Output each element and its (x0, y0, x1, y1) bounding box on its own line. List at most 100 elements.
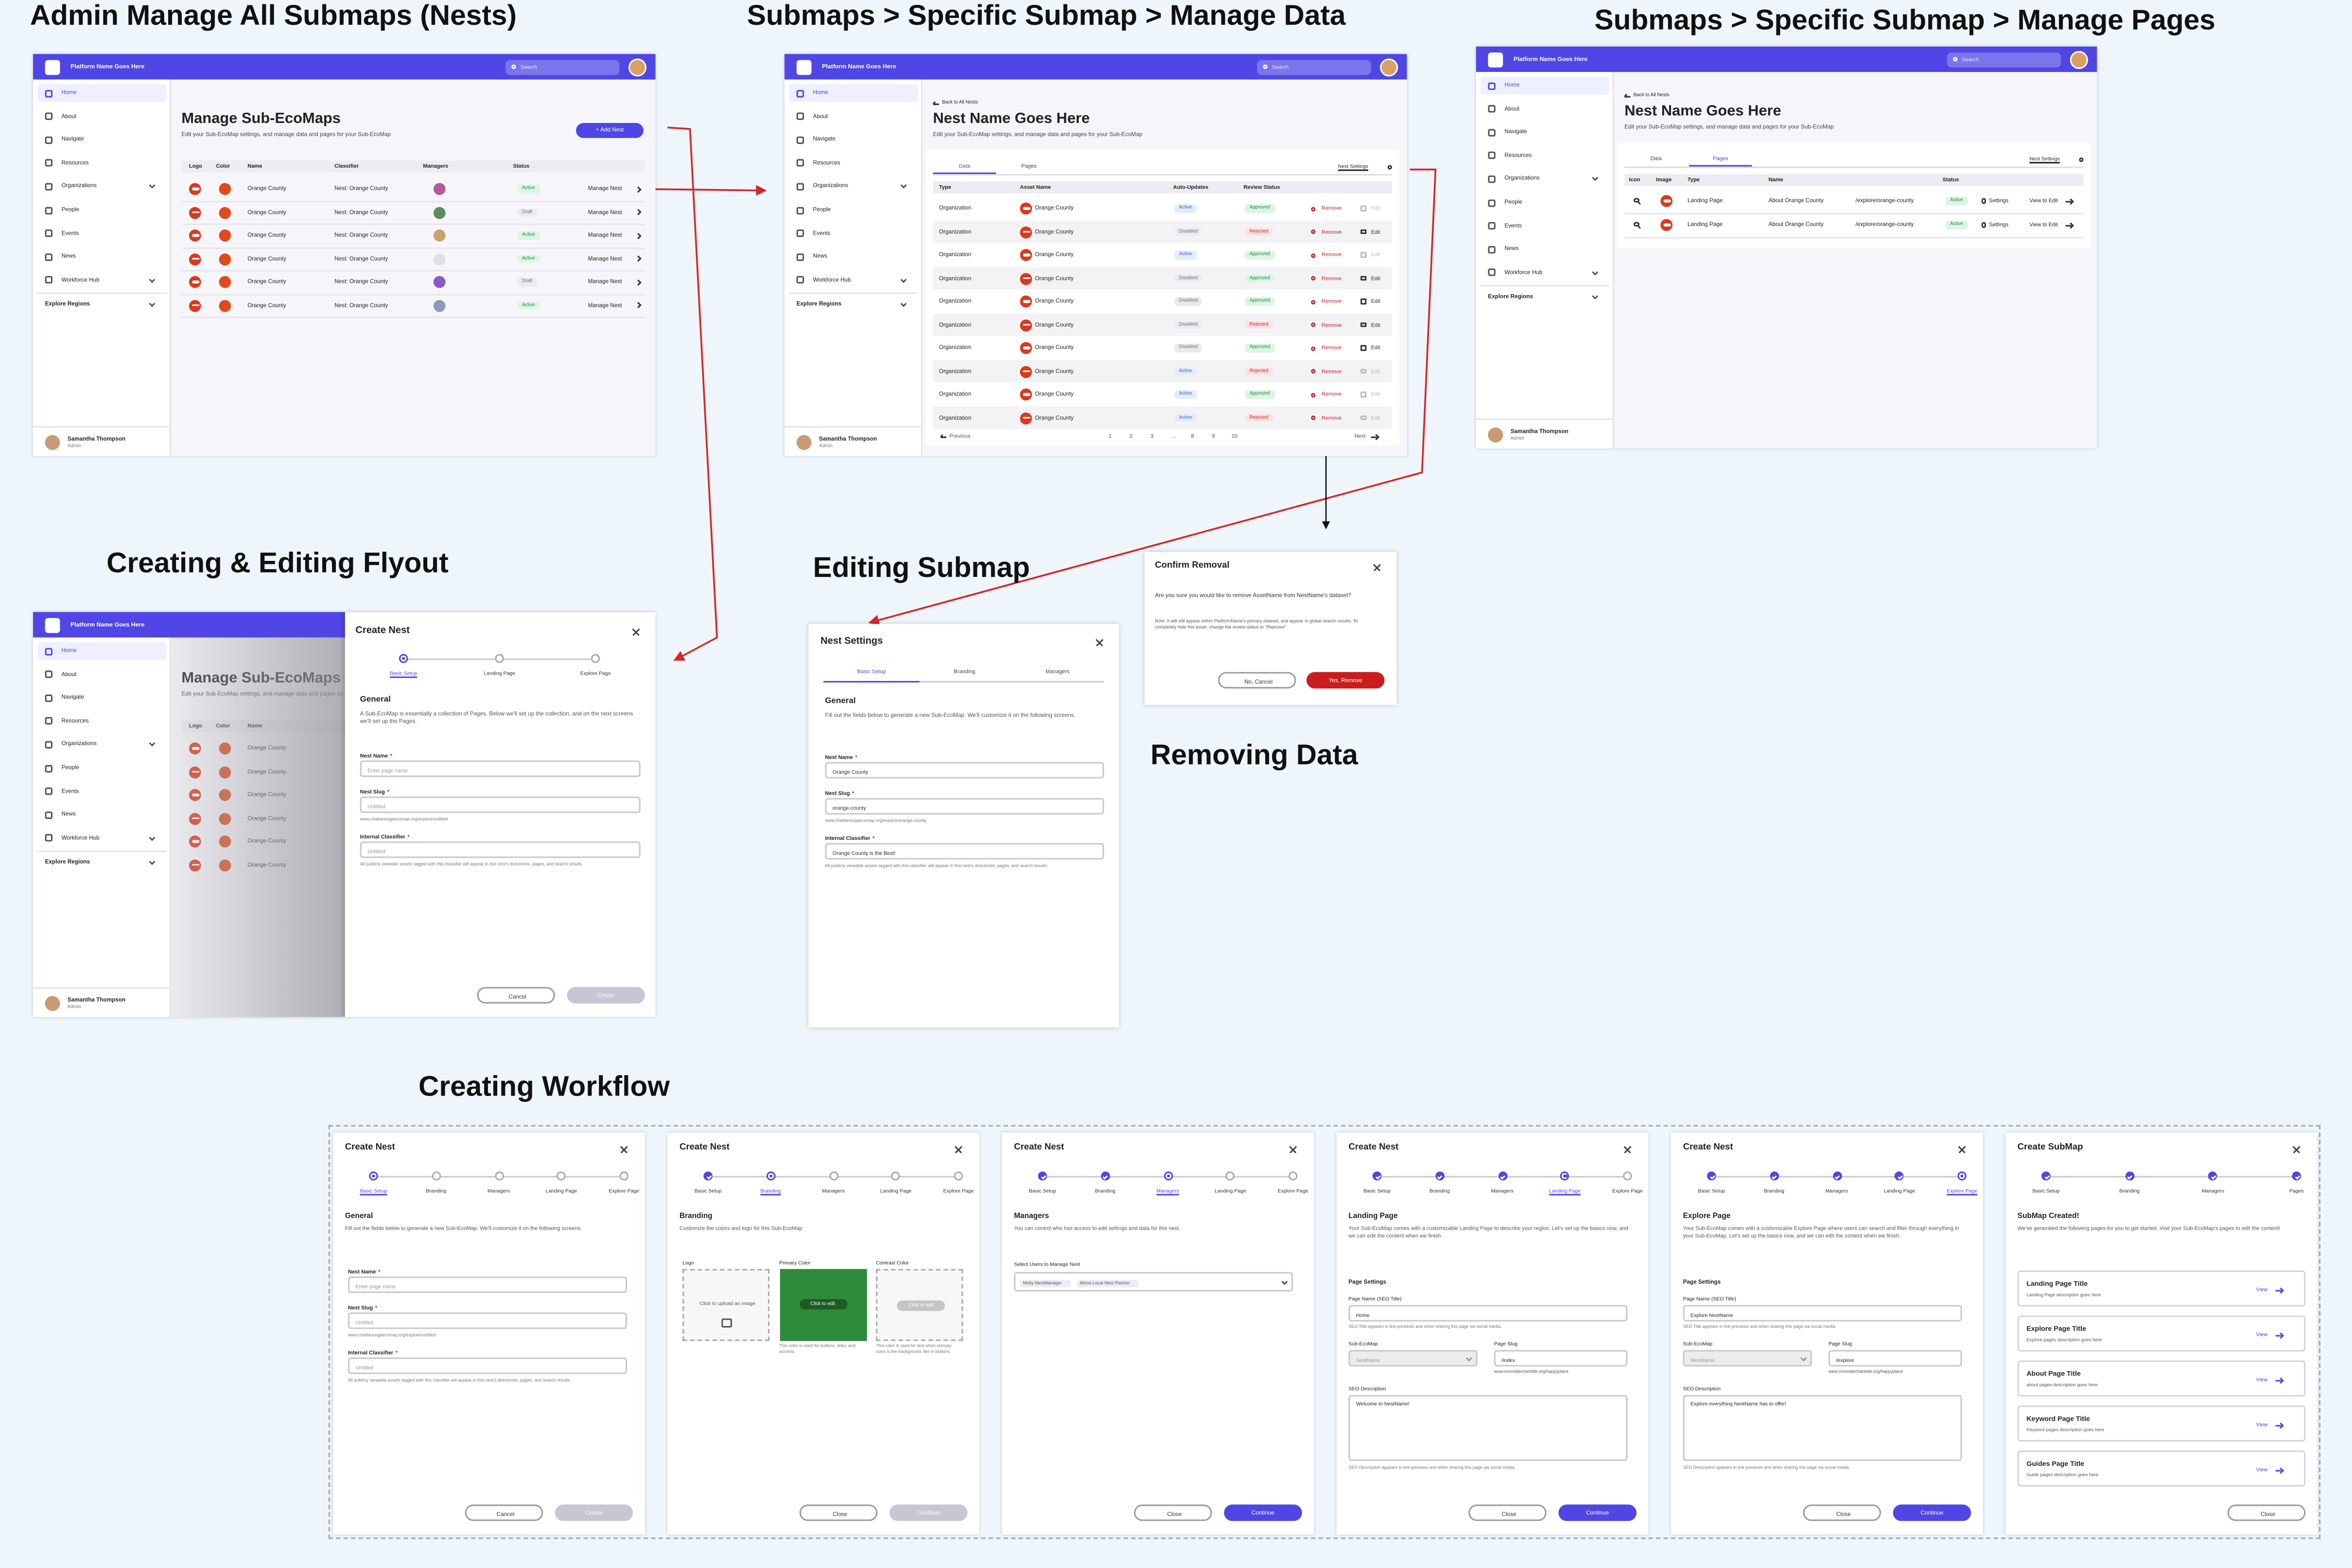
text-input[interactable]: Untitled (360, 796, 641, 813)
nav-item[interactable]: People (37, 201, 166, 219)
button[interactable]: Cancel (477, 987, 555, 1004)
edit-action[interactable]: Edit (1360, 274, 1394, 283)
text-input[interactable]: /index (1494, 1350, 1628, 1367)
nav-item[interactable]: Home (37, 642, 167, 660)
settings-action[interactable]: Settings (1989, 222, 2009, 228)
page-number[interactable]: 10 (1231, 433, 1238, 439)
nav-item[interactable]: Explore Regions (1481, 288, 1609, 306)
page-number[interactable]: 8 (1191, 433, 1194, 439)
button[interactable]: No, Cancel (1218, 672, 1296, 689)
settings-link[interactable]: Nest Settings (2029, 156, 2060, 162)
close-button[interactable] (1287, 1143, 1299, 1155)
close-button[interactable] (1621, 1143, 1634, 1155)
nav-item[interactable]: Organizations (789, 177, 918, 195)
nav-item[interactable]: News (789, 248, 918, 266)
button[interactable]: Continue (1558, 1504, 1637, 1521)
nav-item[interactable]: People (1481, 193, 1609, 211)
nav-item[interactable]: Navigate (1481, 123, 1609, 141)
close-button[interactable] (1371, 561, 1383, 573)
button[interactable]: Close (799, 1504, 878, 1521)
textarea[interactable]: Welcome to NestName! (1348, 1395, 1628, 1461)
close-button[interactable] (953, 1143, 965, 1155)
text-input[interactable]: orange-county (825, 798, 1104, 815)
edit-action[interactable]: Edit (1360, 250, 1394, 260)
nav-item[interactable]: Organizations (37, 735, 166, 753)
select-input[interactable]: NestName (1683, 1350, 1812, 1367)
button[interactable]: Yes, Remove (1306, 672, 1385, 689)
button[interactable]: Continue (1893, 1504, 1971, 1521)
nav-item[interactable]: Workforce Hub (37, 829, 166, 847)
nav-item[interactable]: About (789, 107, 918, 125)
remove-action[interactable]: Remove (1311, 227, 1356, 237)
avatar[interactable] (1380, 57, 1398, 76)
edit-action[interactable]: Edit (1360, 204, 1394, 213)
nav-item[interactable]: Events (37, 225, 166, 243)
manage-link[interactable]: Manage Nest (588, 279, 622, 285)
nav-item[interactable]: About (37, 107, 166, 125)
settings-action[interactable]: Settings (1989, 197, 2009, 204)
nav-item[interactable]: Resources (789, 154, 918, 172)
button[interactable]: Continue (889, 1504, 968, 1521)
nav-item[interactable]: Events (1481, 217, 1609, 235)
nav-item[interactable]: Home (1480, 76, 1610, 95)
button[interactable]: Close (1134, 1504, 1212, 1521)
tab[interactable]: Managers (1045, 668, 1070, 675)
page-number[interactable]: 2 (1129, 433, 1133, 439)
button[interactable]: Create (567, 987, 645, 1004)
edit-action[interactable]: Edit (1360, 320, 1394, 330)
nav-item[interactable]: Workforce Hub (37, 271, 166, 289)
text-input[interactable]: Untitled (348, 1357, 627, 1374)
edit-action[interactable]: Edit (1360, 367, 1394, 376)
search-box[interactable]: Search (505, 59, 620, 74)
text-input[interactable]: Explore NestName (1683, 1305, 1962, 1322)
avatar[interactable] (2070, 50, 2088, 69)
nav-item[interactable]: Resources (37, 712, 166, 730)
remove-action[interactable]: Remove (1311, 274, 1356, 283)
add-button[interactable]: + Add Nest (576, 123, 644, 138)
nav-item[interactable]: Explore Regions (789, 296, 918, 314)
nav-item[interactable]: About (1481, 100, 1609, 118)
button[interactable]: Close (1803, 1504, 1881, 1521)
back-link[interactable]: Back to All Nests (1633, 91, 1670, 98)
nav-item[interactable]: Events (789, 225, 918, 243)
text-input[interactable]: Orange County (825, 762, 1104, 779)
pagination-previous[interactable]: Previous (949, 433, 971, 439)
close-button[interactable] (2290, 1143, 2302, 1155)
nav-item[interactable]: Workforce Hub (789, 271, 918, 289)
button[interactable]: Close (1468, 1504, 1547, 1521)
page-number[interactable]: 1 (1108, 433, 1112, 439)
text-input[interactable]: Enter page name (360, 760, 641, 777)
nav-item[interactable]: Organizations (1481, 170, 1609, 188)
view-link[interactable]: View (2256, 1287, 2268, 1293)
branding-box[interactable]: Click to edit (876, 1269, 963, 1341)
nav-item[interactable]: People (37, 759, 166, 777)
close-button[interactable] (1094, 636, 1106, 648)
pagination-next[interactable]: Next (1354, 433, 1366, 439)
view-link[interactable]: View (2256, 1376, 2268, 1383)
manage-link[interactable]: Manage Nest (588, 209, 622, 215)
nav-item[interactable]: News (1481, 240, 1609, 258)
text-input[interactable]: /explore (1828, 1350, 1962, 1367)
button[interactable]: Cancel (465, 1504, 543, 1521)
edit-action[interactable]: Edit (1360, 297, 1394, 306)
nav-item[interactable]: Organizations (37, 177, 166, 195)
page-number[interactable]: 3 (1150, 433, 1154, 439)
nav-item[interactable]: About (37, 665, 166, 683)
search-box[interactable]: Search (1257, 59, 1371, 74)
remove-action[interactable]: Remove (1311, 367, 1356, 376)
nav-item[interactable]: News (37, 806, 166, 824)
page-number[interactable]: 9 (1212, 433, 1215, 439)
nav-item[interactable]: Explore Regions (37, 296, 166, 314)
close-button[interactable] (1956, 1143, 1968, 1155)
tab[interactable]: Pages (1021, 163, 1037, 170)
edit-action[interactable]: Edit (1360, 227, 1394, 237)
remove-action[interactable]: Remove (1311, 320, 1356, 330)
nav-item[interactable]: Events (37, 783, 166, 801)
text-input[interactable]: Orange County is the Best! (825, 843, 1104, 860)
avatar[interactable] (628, 57, 647, 76)
text-input[interactable]: Home (1348, 1305, 1628, 1322)
remove-action[interactable]: Remove (1311, 413, 1356, 422)
remove-action[interactable]: Remove (1311, 390, 1356, 399)
nav-item[interactable]: Home (789, 84, 918, 102)
chip-remove[interactable] (1132, 1281, 1136, 1286)
